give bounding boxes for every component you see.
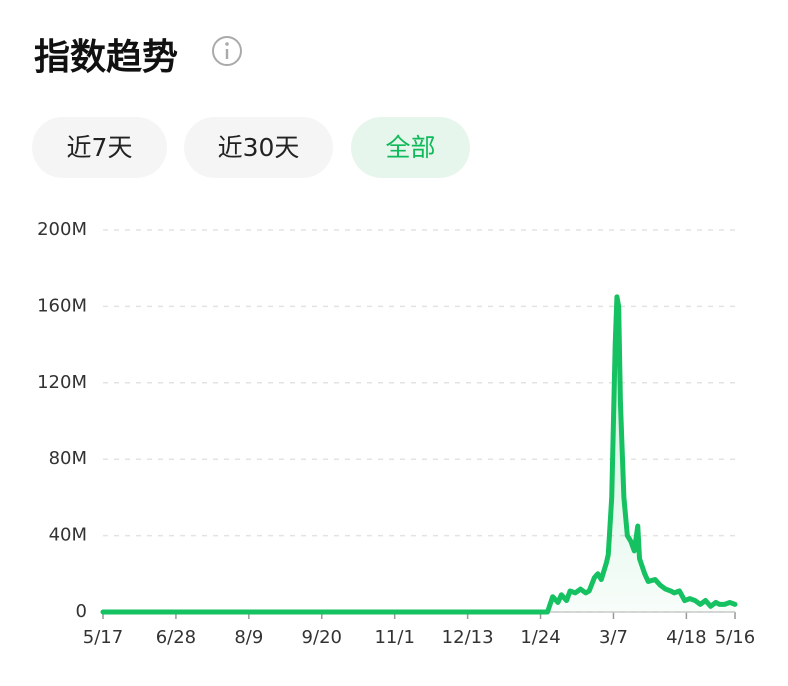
x-tick-label: 3/7 (599, 627, 628, 648)
x-tick-label: 9/20 (302, 627, 342, 648)
x-tick-label: 8/9 (234, 627, 263, 648)
y-tick-label: 40M (49, 525, 87, 546)
tab[interactable]: 近7天 (32, 117, 167, 178)
y-tick-label: 120M (37, 372, 87, 393)
y-tick-label: 200M (37, 219, 87, 240)
tab-active[interactable]: 全部 (351, 117, 470, 178)
x-tick-label: 4/18 (666, 627, 706, 648)
chart: 0 40M 80M 120M 160M 200M 5/17 6/28 8/9 9/20 11/1 12… (37, 219, 755, 648)
x-tick-label: 5/16 (715, 627, 755, 648)
x-tick-label: 11/1 (374, 627, 414, 648)
y-tick-label: 0 (76, 601, 87, 622)
tab[interactable]: 近30天 (184, 117, 333, 178)
x-tick-label: 6/28 (156, 627, 196, 648)
info-icon[interactable] (210, 34, 244, 68)
page-title: 指数趋势 (34, 37, 179, 78)
y-tick-label: 160M (37, 295, 87, 316)
y-tick-label: 80M (49, 448, 87, 469)
line (100, 294, 738, 615)
x-tick-label: 1/24 (520, 627, 560, 648)
x-tick-label: 12/13 (442, 627, 494, 648)
x-tick-label: 5/17 (83, 627, 123, 648)
